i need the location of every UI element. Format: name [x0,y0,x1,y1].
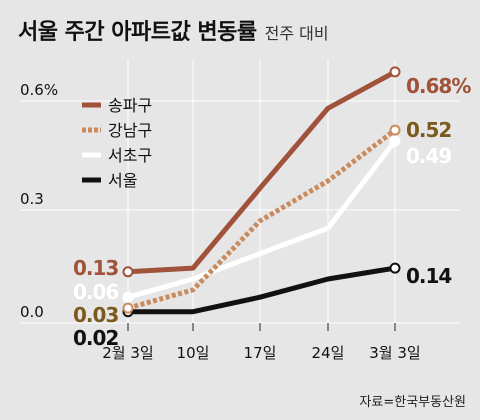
x-tick-label: 10일 [177,344,210,362]
legend-label: 서울 [108,171,137,190]
data-label-first: 0.13 [73,256,118,280]
series-line [127,69,397,275]
series-point [122,302,134,314]
x-tick-label: 3월 3일 [369,344,420,362]
x-axis: 2월 3일 10일 17일 24일 3월 3일 [102,344,420,362]
series-point [389,135,401,147]
legend-label: 서초구 [108,146,152,165]
x-tick-label: 24일 [312,344,345,362]
data-label-first: 0.03 [73,303,118,327]
data-label-first: 0.06 [73,280,118,304]
y-tick-label: 0.3 [20,190,44,208]
data-labels: 0.13 0.68% 0.03 0.52 0.06 0.49 0.02 0.14 [73,74,472,350]
data-label-last: 0.14 [406,264,451,288]
series-point [122,291,134,303]
title-row: 서울 주간 아파트값 변동률 전주 대비 [18,14,329,46]
series-layer [122,66,401,318]
x-tick-label: 17일 [244,344,277,362]
y-tick-label: 0.0 [20,303,44,321]
data-label-last: 0.52 [406,118,451,142]
data-label-last: 0.49 [406,144,451,168]
series-line [127,128,397,311]
source-note: 자료=한국부동산원 [359,395,466,410]
series-point [122,266,134,278]
legend-label: 강남구 [108,121,152,140]
chart-title: 서울 주간 아파트값 변동률 [18,20,257,45]
series-point [389,124,401,136]
legend-label: 송파구 [108,96,152,115]
series-point [389,262,401,274]
data-label-last: 0.68% [406,74,471,98]
x-tick-label: 2월 3일 [102,344,153,362]
y-tick-label: 0.6% [20,81,58,99]
series-line [127,139,397,300]
data-label-first: 0.02 [73,326,118,350]
series-line [128,265,396,315]
series-point [389,66,401,78]
chart-subtitle: 전주 대비 [264,24,329,43]
